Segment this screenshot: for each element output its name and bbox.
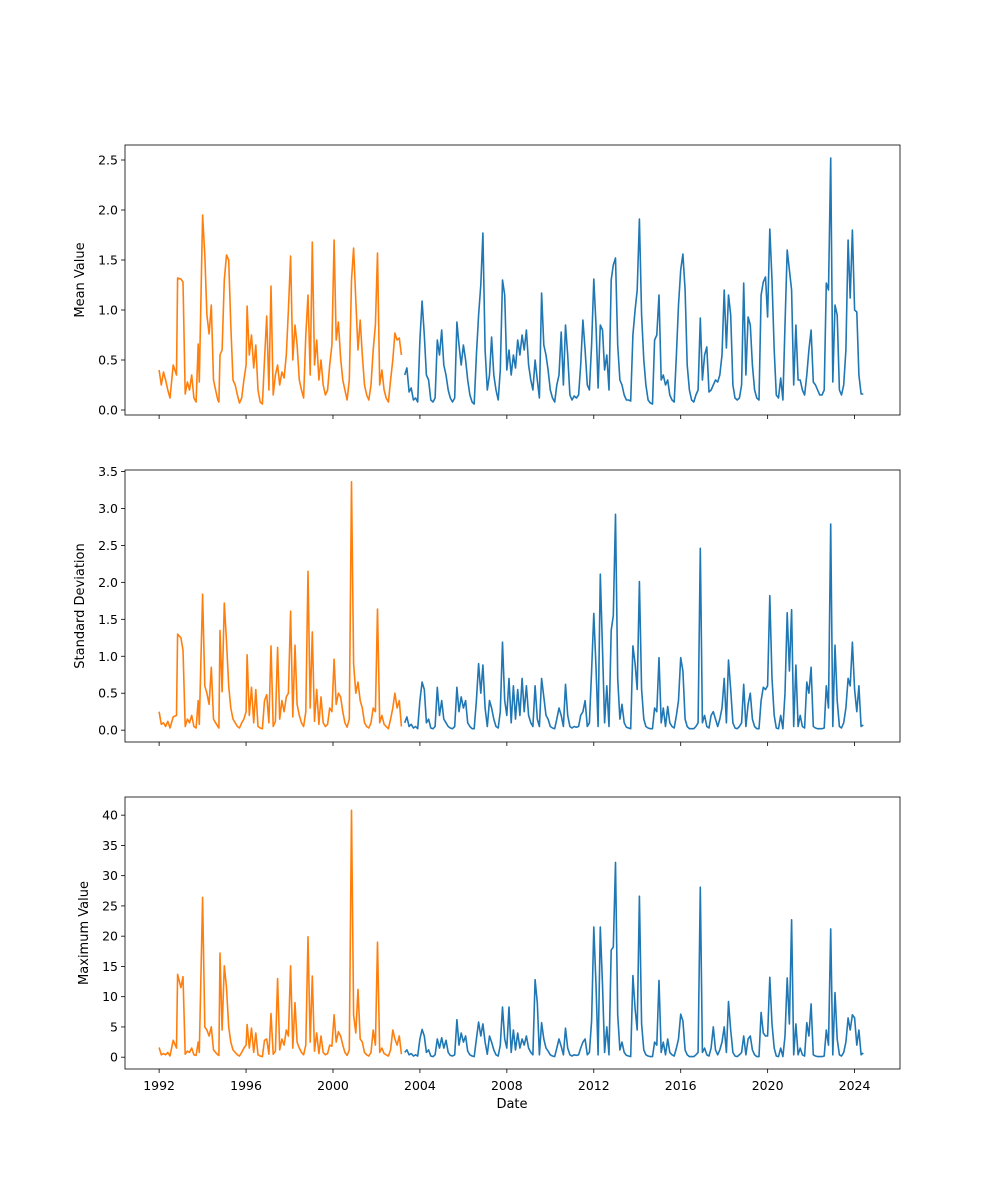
series-line-1 <box>403 513 864 730</box>
y-tick-label: 20 <box>102 929 118 944</box>
x-tick-label: 2000 <box>317 1078 349 1093</box>
y-tick-label: 2.0 <box>98 203 118 218</box>
series-line-0 <box>158 809 403 1058</box>
y-tick-label: 3.5 <box>98 464 118 479</box>
y-axis-label: Mean Value <box>73 242 88 317</box>
y-tick-label: 0.5 <box>98 353 118 368</box>
y-tick-label: 1.5 <box>98 612 118 627</box>
y-tick-label: 0.5 <box>98 686 118 701</box>
x-tick-label: 2004 <box>404 1078 436 1093</box>
x-axis-ticks <box>158 415 855 419</box>
y-tick-label: 10 <box>102 989 118 1004</box>
y-tick-label: 5 <box>110 1019 118 1034</box>
x-tick-label: 1996 <box>230 1078 262 1093</box>
panel-maximum-value: 0 5 10 15 20 25 30 35 40 1992 1996 2000 2004 2008 201… <box>77 796 901 1112</box>
y-tick-label: 40 <box>102 808 118 823</box>
y-axis-label: Standard Deviation <box>73 543 88 668</box>
y-axis-label: Maximum Value <box>77 881 92 985</box>
x-tick-label: 1992 <box>143 1078 175 1093</box>
x-tick-label: 2012 <box>578 1078 610 1093</box>
y-axis-ticks: 0 5 10 15 20 25 30 35 40 <box>102 808 125 1065</box>
y-tick-label: 2.5 <box>98 153 118 168</box>
x-tick-label: 2020 <box>752 1078 784 1093</box>
series-line-0 <box>158 481 403 730</box>
y-tick-label: 0.0 <box>98 723 118 738</box>
y-tick-label: 1.0 <box>98 303 118 318</box>
series-line-1 <box>403 157 864 405</box>
plot-lines <box>158 809 864 1058</box>
y-axis-ticks: 0.0 0.5 1.0 1.5 2.0 2.5 <box>98 153 125 418</box>
y-tick-label: 30 <box>102 868 118 883</box>
y-tick-label: 15 <box>102 959 118 974</box>
y-tick-label: 2.0 <box>98 575 118 590</box>
x-tick-label: 2016 <box>665 1078 697 1093</box>
series-line-1 <box>404 861 864 1058</box>
axes-frame <box>124 144 901 416</box>
x-axis-label: Date <box>496 1097 527 1112</box>
axes-frame <box>124 469 901 743</box>
y-tick-label: 0 <box>110 1050 118 1065</box>
plot-lines <box>158 481 864 730</box>
x-tick-label: 2024 <box>839 1078 871 1093</box>
panel-standard-deviation: 0.0 0.5 1.0 1.5 2.0 2.5 3.0 3.5 Standard Deviat… <box>73 464 901 746</box>
y-tick-label: 25 <box>102 898 118 913</box>
panel-mean-value: 0.0 0.5 1.0 1.5 2.0 2.5 Mean Value <box>73 144 901 419</box>
y-axis-ticks: 0.0 0.5 1.0 1.5 2.0 2.5 3.0 3.5 <box>98 464 125 738</box>
y-tick-label: 1.5 <box>98 253 118 268</box>
y-tick-label: 1.0 <box>98 649 118 664</box>
y-tick-label: 2.5 <box>98 538 118 553</box>
y-tick-label: 3.0 <box>98 501 118 516</box>
plot-lines <box>158 157 864 405</box>
x-tick-label: 2008 <box>491 1078 523 1093</box>
y-tick-label: 35 <box>102 838 118 853</box>
series-line-0 <box>158 214 403 405</box>
x-axis-ticks: 1992 1996 2000 2004 2008 2012 2016 2020 2024 <box>143 1069 871 1093</box>
axes-frame <box>124 796 901 1070</box>
y-tick-label: 0.0 <box>98 403 118 418</box>
x-axis-ticks <box>158 742 855 746</box>
